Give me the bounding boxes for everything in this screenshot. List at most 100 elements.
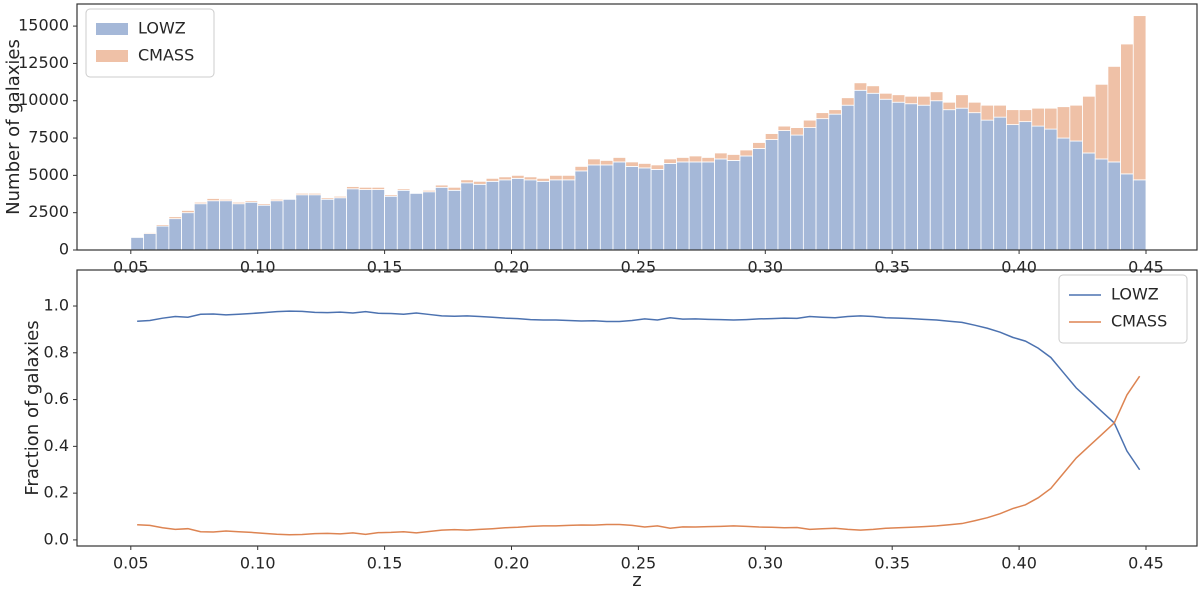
legend-swatch <box>96 23 128 35</box>
bar <box>561 174 576 181</box>
bar <box>269 198 284 202</box>
bar <box>1120 173 1134 251</box>
axes-frame <box>76 3 1198 251</box>
bar <box>155 224 170 227</box>
bar <box>1107 65 1122 163</box>
bar <box>650 164 665 170</box>
bar <box>587 158 601 166</box>
bar <box>1082 95 1096 154</box>
bar <box>676 157 690 163</box>
bar <box>206 198 221 202</box>
bar <box>955 107 969 251</box>
bar <box>625 166 639 251</box>
bar <box>371 189 386 251</box>
bar <box>1018 121 1033 251</box>
bar <box>523 176 538 181</box>
bar <box>358 189 373 251</box>
x-tick-label: 0.10 <box>240 554 276 573</box>
bar <box>523 179 538 251</box>
bar <box>219 198 233 202</box>
bar <box>866 85 880 94</box>
bar <box>739 149 754 157</box>
bar <box>904 95 918 105</box>
x-tick-label: 0.25 <box>621 258 657 277</box>
bar <box>168 218 182 251</box>
bar <box>625 161 639 167</box>
bar <box>1005 124 1020 251</box>
bar <box>485 177 500 182</box>
x-tick-label: 0.15 <box>367 554 403 573</box>
bar <box>155 225 170 251</box>
bar <box>422 191 436 251</box>
x-tick-label: 0.45 <box>1128 258 1164 277</box>
bar <box>320 198 335 251</box>
bar <box>447 186 462 191</box>
bar <box>663 163 677 251</box>
bar <box>1069 104 1083 142</box>
line <box>137 375 1141 536</box>
bar <box>346 186 360 190</box>
bar <box>612 161 627 251</box>
bar <box>1132 179 1147 251</box>
bar <box>333 197 347 251</box>
bar <box>1018 109 1033 123</box>
bar <box>244 200 259 203</box>
bar <box>511 174 525 179</box>
x-tick-label: 0.40 <box>1001 554 1037 573</box>
x-tick-label: 0.45 <box>1128 554 1164 573</box>
bar <box>1094 158 1109 251</box>
bar <box>143 233 157 251</box>
bar <box>244 201 259 251</box>
bar <box>993 104 1007 118</box>
bar <box>384 195 398 251</box>
bar <box>955 94 969 109</box>
legend-label: LOWZ <box>138 19 186 38</box>
bar <box>1031 125 1045 251</box>
axes: 0.05 0.10 0.15 0.20 0.25 0.30 0.35 0.40 0.45 0.0 0… <box>22 269 1198 591</box>
axes: 0.05 0.10 0.15 0.20 0.25 0.30 0.35 0.40 0.45 0 250… <box>3 3 1198 277</box>
bar <box>168 216 182 220</box>
x-tick-label: 0.05 <box>113 554 149 573</box>
x-tick-label: 0.10 <box>240 258 276 277</box>
bar <box>498 176 512 181</box>
bar <box>828 113 842 251</box>
y-tick-label: 0.0 <box>44 529 69 548</box>
x-tick-label: 0.30 <box>747 258 783 277</box>
bar <box>1056 137 1071 251</box>
y-tick-label: 7500 <box>28 128 69 147</box>
y-tick-label: 5000 <box>28 165 69 184</box>
y-tick-label: 0 <box>59 240 69 259</box>
bar <box>549 179 563 251</box>
bar <box>1094 83 1109 160</box>
bar <box>714 152 728 160</box>
bar <box>1056 106 1071 139</box>
bar <box>308 194 322 251</box>
bar <box>599 160 614 166</box>
y-tick-label: 10000 <box>18 90 69 109</box>
y-tick-label: 2500 <box>28 202 69 221</box>
bar <box>308 192 322 196</box>
bar <box>739 155 754 251</box>
bar <box>511 177 525 251</box>
bar <box>460 182 474 251</box>
bar <box>904 103 918 251</box>
bar <box>536 177 550 182</box>
bar <box>206 200 221 251</box>
bar <box>574 166 589 172</box>
bar <box>193 203 208 251</box>
bar <box>967 101 982 114</box>
y-tick-label: 12500 <box>18 53 69 72</box>
bar <box>257 204 271 251</box>
bar <box>917 95 931 106</box>
bar <box>688 155 703 163</box>
bar <box>777 130 792 251</box>
bar <box>130 236 144 251</box>
bar <box>409 192 424 194</box>
legend-label: CMASS <box>138 46 194 65</box>
bar <box>929 100 944 251</box>
bar <box>143 232 157 234</box>
bar <box>282 198 297 200</box>
legend-label: CMASS <box>1111 312 1167 331</box>
x-tick-label: 0.35 <box>874 554 910 573</box>
